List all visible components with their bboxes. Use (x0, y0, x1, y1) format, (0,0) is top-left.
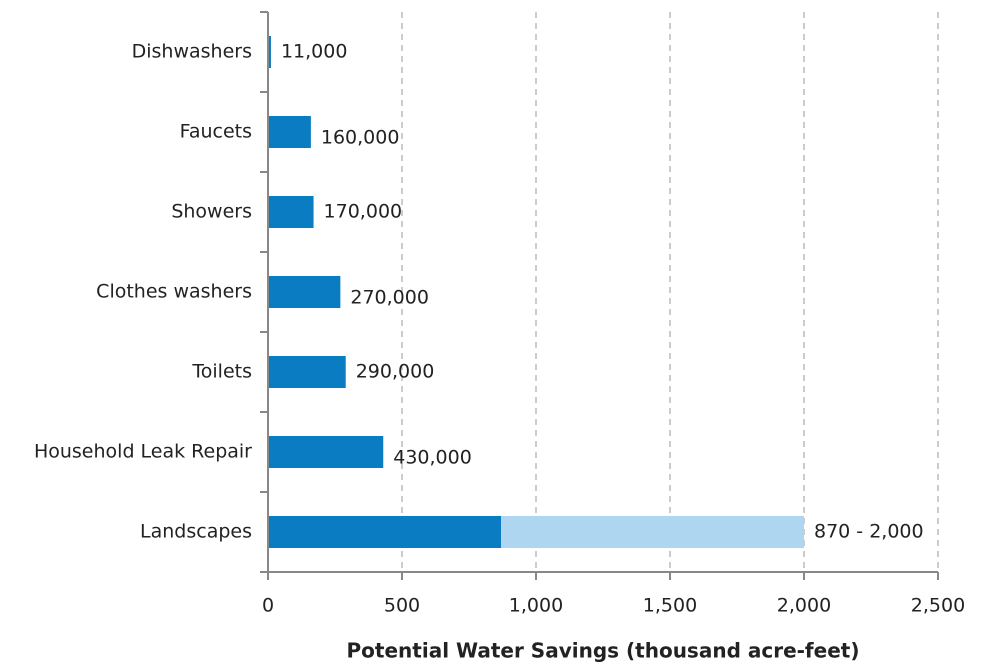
y-tick-label: Landscapes (140, 521, 252, 543)
bar (501, 516, 804, 548)
bar (268, 36, 271, 68)
x-tick-label: 1,500 (643, 595, 697, 617)
data-label: 270,000 (350, 287, 429, 309)
x-tick-label: 0 (262, 595, 274, 617)
data-label: 170,000 (324, 201, 403, 223)
x-tick-label: 2,000 (777, 595, 831, 617)
y-tick-label: Clothes washers (96, 281, 252, 303)
y-tick-label: Dishwashers (132, 41, 252, 63)
data-label: 870 - 2,000 (814, 521, 924, 543)
data-label: 160,000 (321, 127, 400, 149)
bar (268, 436, 384, 468)
y-tick-label: Toilets (191, 361, 252, 383)
x-tick-label: 2,500 (911, 595, 965, 617)
y-tick-label: Showers (171, 201, 252, 223)
x-tick-label: 500 (384, 595, 420, 617)
bar (268, 356, 346, 388)
bar (268, 516, 502, 548)
x-axis-title: Potential Water Savings (thousand acre-f… (347, 639, 860, 663)
y-tick-label: Household Leak Repair (34, 441, 252, 463)
data-label: 430,000 (393, 447, 472, 469)
data-label: 11,000 (281, 41, 347, 63)
bar (268, 276, 341, 308)
bar (268, 196, 314, 228)
x-tick-label: 1,000 (509, 595, 563, 617)
bar (268, 116, 311, 148)
data-label: 290,000 (356, 361, 435, 383)
y-tick-label: Faucets (180, 121, 252, 143)
